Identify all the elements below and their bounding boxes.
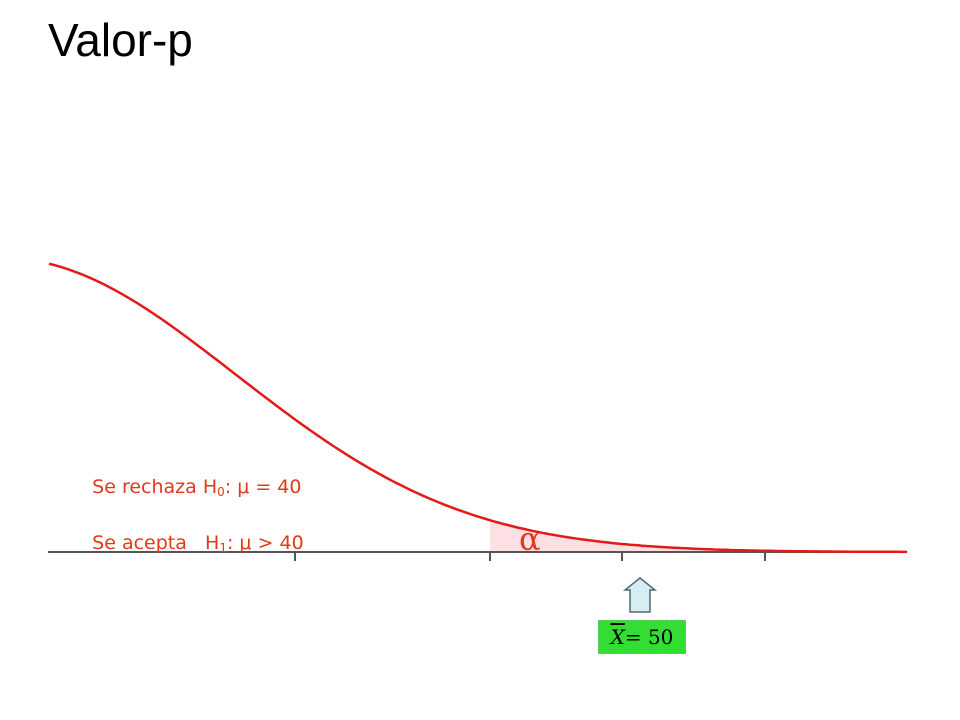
reject-suffix: : μ = 40 (224, 476, 302, 498)
sample-mean-symbol: X (610, 625, 625, 649)
rejection-region (490, 520, 906, 552)
sample-mean-value: = 50 (624, 625, 674, 649)
accept-h1-text: Se acepta H1: μ > 40 (68, 510, 304, 581)
accept-suffix: : μ > 40 (226, 532, 304, 554)
alpha-label: α (519, 520, 541, 558)
h1-subscript: 1 (219, 541, 227, 555)
sample-mean-box: X = 50 (598, 620, 686, 654)
h0-subscript: 0 (217, 485, 225, 499)
reject-prefix: Se rechaza H (92, 476, 218, 498)
slide-title: Valor-p (48, 14, 193, 66)
accept-prefix: Se acepta H (92, 532, 220, 554)
up-arrow-icon (622, 577, 658, 613)
reject-h0-text: Se rechaza H0: μ = 40 (68, 454, 301, 525)
density-curve (48, 262, 908, 554)
